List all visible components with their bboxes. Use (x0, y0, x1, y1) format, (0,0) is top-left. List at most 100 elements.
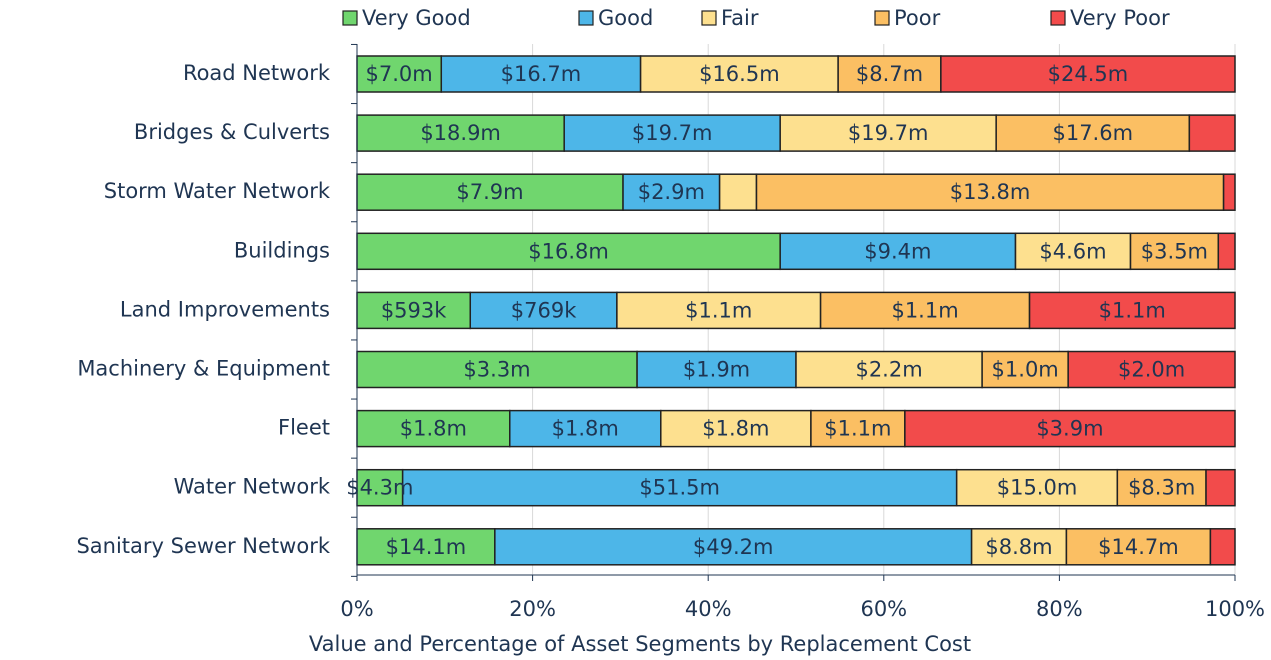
bar-segment (356, 409, 511, 448)
bar-segment (1188, 114, 1236, 152)
y-tick-label: Water Network (174, 475, 331, 499)
data-label: $16.8m (528, 239, 609, 263)
bar-segment (1205, 468, 1236, 507)
bar-segment (1116, 468, 1207, 507)
x-tick-label: 40% (685, 597, 732, 621)
data-label: $17.6m (1052, 121, 1133, 145)
data-label: $2.2m (855, 358, 922, 382)
x-tick-label: 0% (340, 597, 373, 621)
bar-segment (837, 55, 942, 93)
y-tick-label: Machinery & Equipment (77, 357, 330, 381)
data-label: $8.3m (1128, 476, 1195, 500)
data-label: $1.1m (891, 298, 958, 322)
bars (356, 55, 1236, 566)
data-label: $51.5m (639, 476, 720, 500)
bar-segment (356, 173, 624, 211)
legend-label: Fair (721, 6, 759, 30)
x-tick-label: 20% (509, 597, 556, 621)
bar-segment (356, 232, 781, 271)
y-tick-label: Buildings (234, 238, 330, 262)
data-label: $49.2m (693, 535, 774, 559)
data-label: $1.8m (702, 417, 769, 441)
bar-segment (1014, 232, 1132, 271)
data-label: $7.9m (456, 180, 523, 204)
legend-swatch (874, 10, 890, 26)
y-tick-label: Fleet (278, 416, 330, 440)
data-label: $3.5m (1141, 239, 1208, 263)
y-tick-label: Storm Water Network (104, 179, 331, 203)
x-axis-title: Value and Percentage of Asset Segments b… (309, 632, 971, 656)
y-tick-label: Bridges & Culverts (134, 120, 330, 144)
bar-segment (356, 55, 443, 93)
bar-segment (779, 232, 1017, 271)
data-label: $3.3m (463, 358, 530, 382)
bar-segment (356, 468, 404, 507)
data-label: $769k (511, 298, 577, 322)
data-label: $18.9m (420, 121, 501, 145)
bar-segment (563, 114, 781, 152)
data-label: $1.1m (1099, 298, 1166, 322)
data-label: $16.5m (699, 62, 780, 86)
data-label: $1.9m (683, 358, 750, 382)
data-label: $3.9m (1036, 417, 1103, 441)
data-label: $19.7m (848, 121, 929, 145)
bar-segment (1217, 232, 1236, 271)
bar-segment (616, 291, 822, 330)
bar-segment (660, 409, 812, 448)
data-label: $8.8m (985, 535, 1052, 559)
bar-segment (622, 173, 721, 211)
bar-segment (494, 528, 973, 566)
legend-label: Good (598, 6, 653, 30)
bar-segment (356, 114, 565, 152)
data-label: $2.0m (1118, 358, 1185, 382)
x-tick-label: 80% (1036, 597, 1083, 621)
bar-segment (1028, 291, 1236, 330)
bar-segment (819, 291, 1031, 330)
legend-swatch (701, 10, 717, 26)
data-label: $16.7m (501, 62, 582, 86)
data-label: $4.6m (1039, 239, 1106, 263)
legend-label: Very Poor (1070, 6, 1170, 30)
data-label: $19.7m (632, 121, 713, 145)
data-label: $2.9m (638, 180, 705, 204)
x-tick-label: 100% (1205, 597, 1265, 621)
data-label: $1.1m (685, 298, 752, 322)
x-tick-label: 60% (860, 597, 907, 621)
bar-segment (356, 528, 496, 566)
legend-label: Very Good (362, 6, 471, 30)
data-label: $4.3m (346, 476, 413, 500)
data-label: $1.0m (992, 358, 1059, 382)
bar-segment (904, 409, 1236, 448)
bar-segment (469, 291, 618, 330)
data-label: $1.8m (400, 417, 467, 441)
legend-swatch (578, 10, 594, 26)
data-label: $15.0m (997, 476, 1078, 500)
bar-segment (1129, 232, 1220, 271)
bar-segment (509, 409, 662, 448)
bar-segment (1065, 528, 1212, 566)
bar-segment (940, 55, 1236, 93)
bar-segment (1067, 350, 1236, 389)
y-tick-label: Road Network (183, 61, 331, 85)
bar-segment (718, 173, 758, 211)
data-label: $13.8m (950, 180, 1031, 204)
legend-swatch (342, 10, 358, 26)
y-tick-label: Sanitary Sewer Network (76, 534, 330, 558)
bar-segment (995, 114, 1191, 152)
data-label: $24.5m (1048, 62, 1129, 86)
data-label: $9.4m (864, 239, 931, 263)
y-tick-label: Land Improvements (120, 297, 330, 321)
data-label: $14.1m (386, 535, 467, 559)
data-label: $14.7m (1098, 535, 1179, 559)
data-label: $8.7m (856, 62, 923, 86)
legend-label: Poor (894, 6, 941, 30)
data-label: $1.1m (824, 417, 891, 441)
bar-segment (955, 468, 1119, 507)
data-label: $1.8m (552, 417, 619, 441)
data-label: $593k (381, 298, 447, 322)
data-label: $7.0m (366, 62, 433, 86)
bar-segment (636, 350, 797, 389)
bar-segment (755, 173, 1225, 211)
legend-swatch (1050, 10, 1066, 26)
